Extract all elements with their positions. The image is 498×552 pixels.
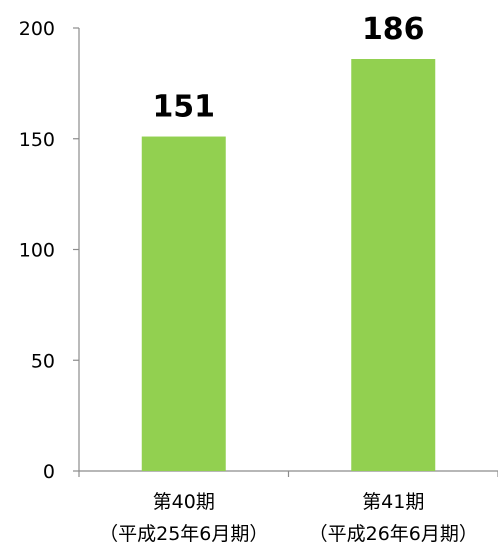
category-sublabel: （平成26年6月期） <box>309 523 478 545</box>
y-tick-label: 200 <box>19 18 55 40</box>
y-tick-label: 100 <box>19 240 55 262</box>
category-sublabel: （平成25年6月期） <box>99 523 268 545</box>
bar-value-label: 151 <box>152 90 215 125</box>
x-axis <box>78 470 498 477</box>
category-label: 第41期 <box>362 491 424 513</box>
y-tick-label: 150 <box>19 129 55 151</box>
bar-value-label: 186 <box>362 12 425 47</box>
bar <box>141 136 226 471</box>
y-axis: 0 50 100 150 200 <box>19 18 80 483</box>
category-label: 第40期 <box>153 491 215 513</box>
bar <box>351 59 436 471</box>
category-labels: 第40期 （平成25年6月期） 第41期 （平成26年6月期） <box>99 491 478 545</box>
y-tick-label: 50 <box>31 350 55 372</box>
data-labels: 151 186 <box>152 12 424 125</box>
y-tick-label: 0 <box>43 461 55 483</box>
bars <box>141 59 436 471</box>
